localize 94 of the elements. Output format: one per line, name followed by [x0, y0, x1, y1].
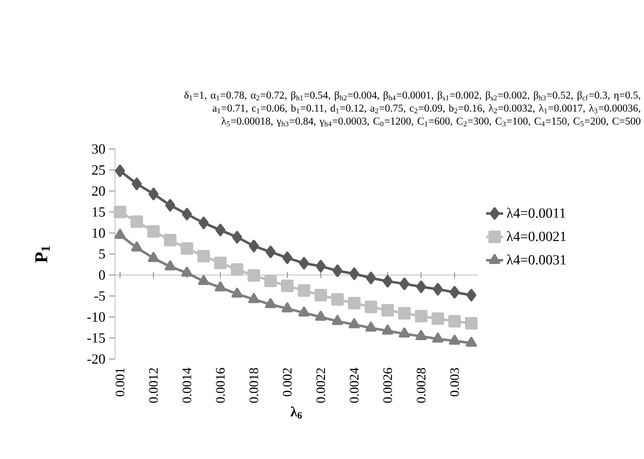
point	[316, 260, 326, 272]
point	[282, 302, 293, 312]
point	[132, 178, 142, 190]
legend-label: λ4=0.0011	[506, 208, 566, 218]
x-tick-label: 0.0014	[182, 368, 192, 403]
y-tick-label: -10	[87, 312, 105, 322]
y-tick-label: 10	[92, 228, 105, 238]
point	[332, 314, 344, 325]
point	[182, 208, 192, 220]
point	[197, 250, 210, 262]
y-tick-label: -5	[94, 291, 105, 301]
point	[416, 280, 426, 294]
y-axis-title: P$_{1}$	[35, 246, 50, 263]
point	[432, 312, 444, 325]
point	[432, 332, 444, 343]
point	[165, 199, 176, 212]
point	[332, 264, 342, 278]
y-tick-label: 25	[92, 165, 105, 175]
point	[232, 230, 242, 244]
point	[449, 334, 460, 345]
point	[131, 241, 142, 252]
point	[465, 317, 478, 330]
y-tick-label: 20	[92, 186, 105, 196]
point	[180, 242, 194, 255]
point	[432, 283, 443, 296]
point	[314, 288, 328, 302]
point	[148, 252, 160, 262]
point	[381, 304, 394, 317]
point	[164, 260, 176, 270]
point	[398, 328, 410, 338]
x-tick-label: 0.0024	[350, 368, 359, 403]
point	[331, 293, 344, 306]
point	[398, 306, 411, 320]
point	[114, 228, 126, 239]
point	[299, 256, 310, 270]
point	[148, 188, 158, 200]
point	[466, 288, 476, 302]
point	[147, 225, 160, 238]
x-tick-label: 0.003	[450, 368, 460, 396]
point	[366, 272, 376, 284]
point	[450, 286, 460, 298]
y-tick-label: 30	[92, 144, 105, 154]
point	[230, 263, 244, 276]
x-tick-label: 0.002	[282, 368, 292, 396]
point	[282, 252, 292, 264]
x-tick-label: 0.0012	[149, 368, 158, 403]
point	[466, 336, 477, 347]
x-tick-label: 0.0028	[416, 368, 426, 403]
point	[214, 281, 226, 292]
point	[298, 306, 310, 317]
point	[266, 246, 276, 258]
point	[448, 314, 461, 328]
point	[198, 275, 210, 286]
point	[130, 215, 143, 228]
legend-label: λ4=0.0021	[506, 231, 566, 242]
point	[232, 288, 243, 298]
y-tick-label: -15	[87, 333, 105, 343]
x-tick-label: 0.001	[116, 368, 124, 396]
y-tick-label: 5	[99, 249, 105, 259]
point	[248, 269, 260, 282]
legend-label: λ4=0.0031	[506, 254, 566, 265]
point	[264, 298, 276, 308]
point	[416, 330, 427, 340]
point	[382, 275, 393, 288]
point	[414, 310, 428, 322]
point	[348, 296, 360, 310]
point	[248, 240, 259, 252]
point	[248, 293, 260, 304]
point	[164, 234, 176, 246]
point	[298, 284, 310, 297]
y-tick-label: 0	[99, 270, 105, 280]
point	[364, 300, 378, 314]
x-axis-title: λ$_{6}$	[290, 406, 302, 419]
point	[349, 267, 360, 280]
text: δ$_{1}$=1, α$_{1}$=0.78, α$_{2}$=0.72, β$_{h1}$=0.54, β$_{h2}$=0.004, β$_{h4}$=0.0001, β$_{s1}$=0.002, β$_{s2}$=0.002, β$_{h3}$=0.52, β$_{cf}$=0.3, η=0.5, a$_{1}$=0.71, c$_{1}$=0.06, b$_{1}$=0.11, d$_{1}$=0.12, a$_{2}$=0.75, c$_{2}$=0.09, b$_{2}$=0.16, λ$_{2}$=0.0032, λ$_{1}$=0.0017, λ$_{3}$=0.00036, λ$_{5}$=0.00018, γ$_{h3}$=0.84, γ$_{h4}$=0.0003, C$_{0}$=1200, C$_{1}$=600, C$_{2}$=300, C$_{3}$=100, C$_{4}$=150, C$_{5}$=200, C=500	[184, 91, 640, 127]
point	[365, 322, 377, 332]
point	[399, 278, 410, 290]
point	[348, 318, 360, 328]
point	[115, 164, 126, 178]
x-tick-label: 0.0016	[216, 368, 225, 403]
point	[382, 324, 394, 335]
y-tick-label: 15	[92, 207, 105, 217]
point	[264, 274, 277, 288]
point	[315, 310, 326, 321]
point	[281, 280, 294, 292]
x-tick-label: 0.0026	[383, 368, 392, 403]
point	[114, 206, 126, 218]
point	[215, 224, 226, 236]
x-tick-label: 0.0022	[316, 368, 326, 403]
x-tick-label: 0.0018	[249, 368, 258, 403]
point	[181, 266, 193, 277]
point	[198, 216, 209, 230]
point	[214, 256, 227, 270]
y-tick-label: -20	[87, 354, 105, 364]
